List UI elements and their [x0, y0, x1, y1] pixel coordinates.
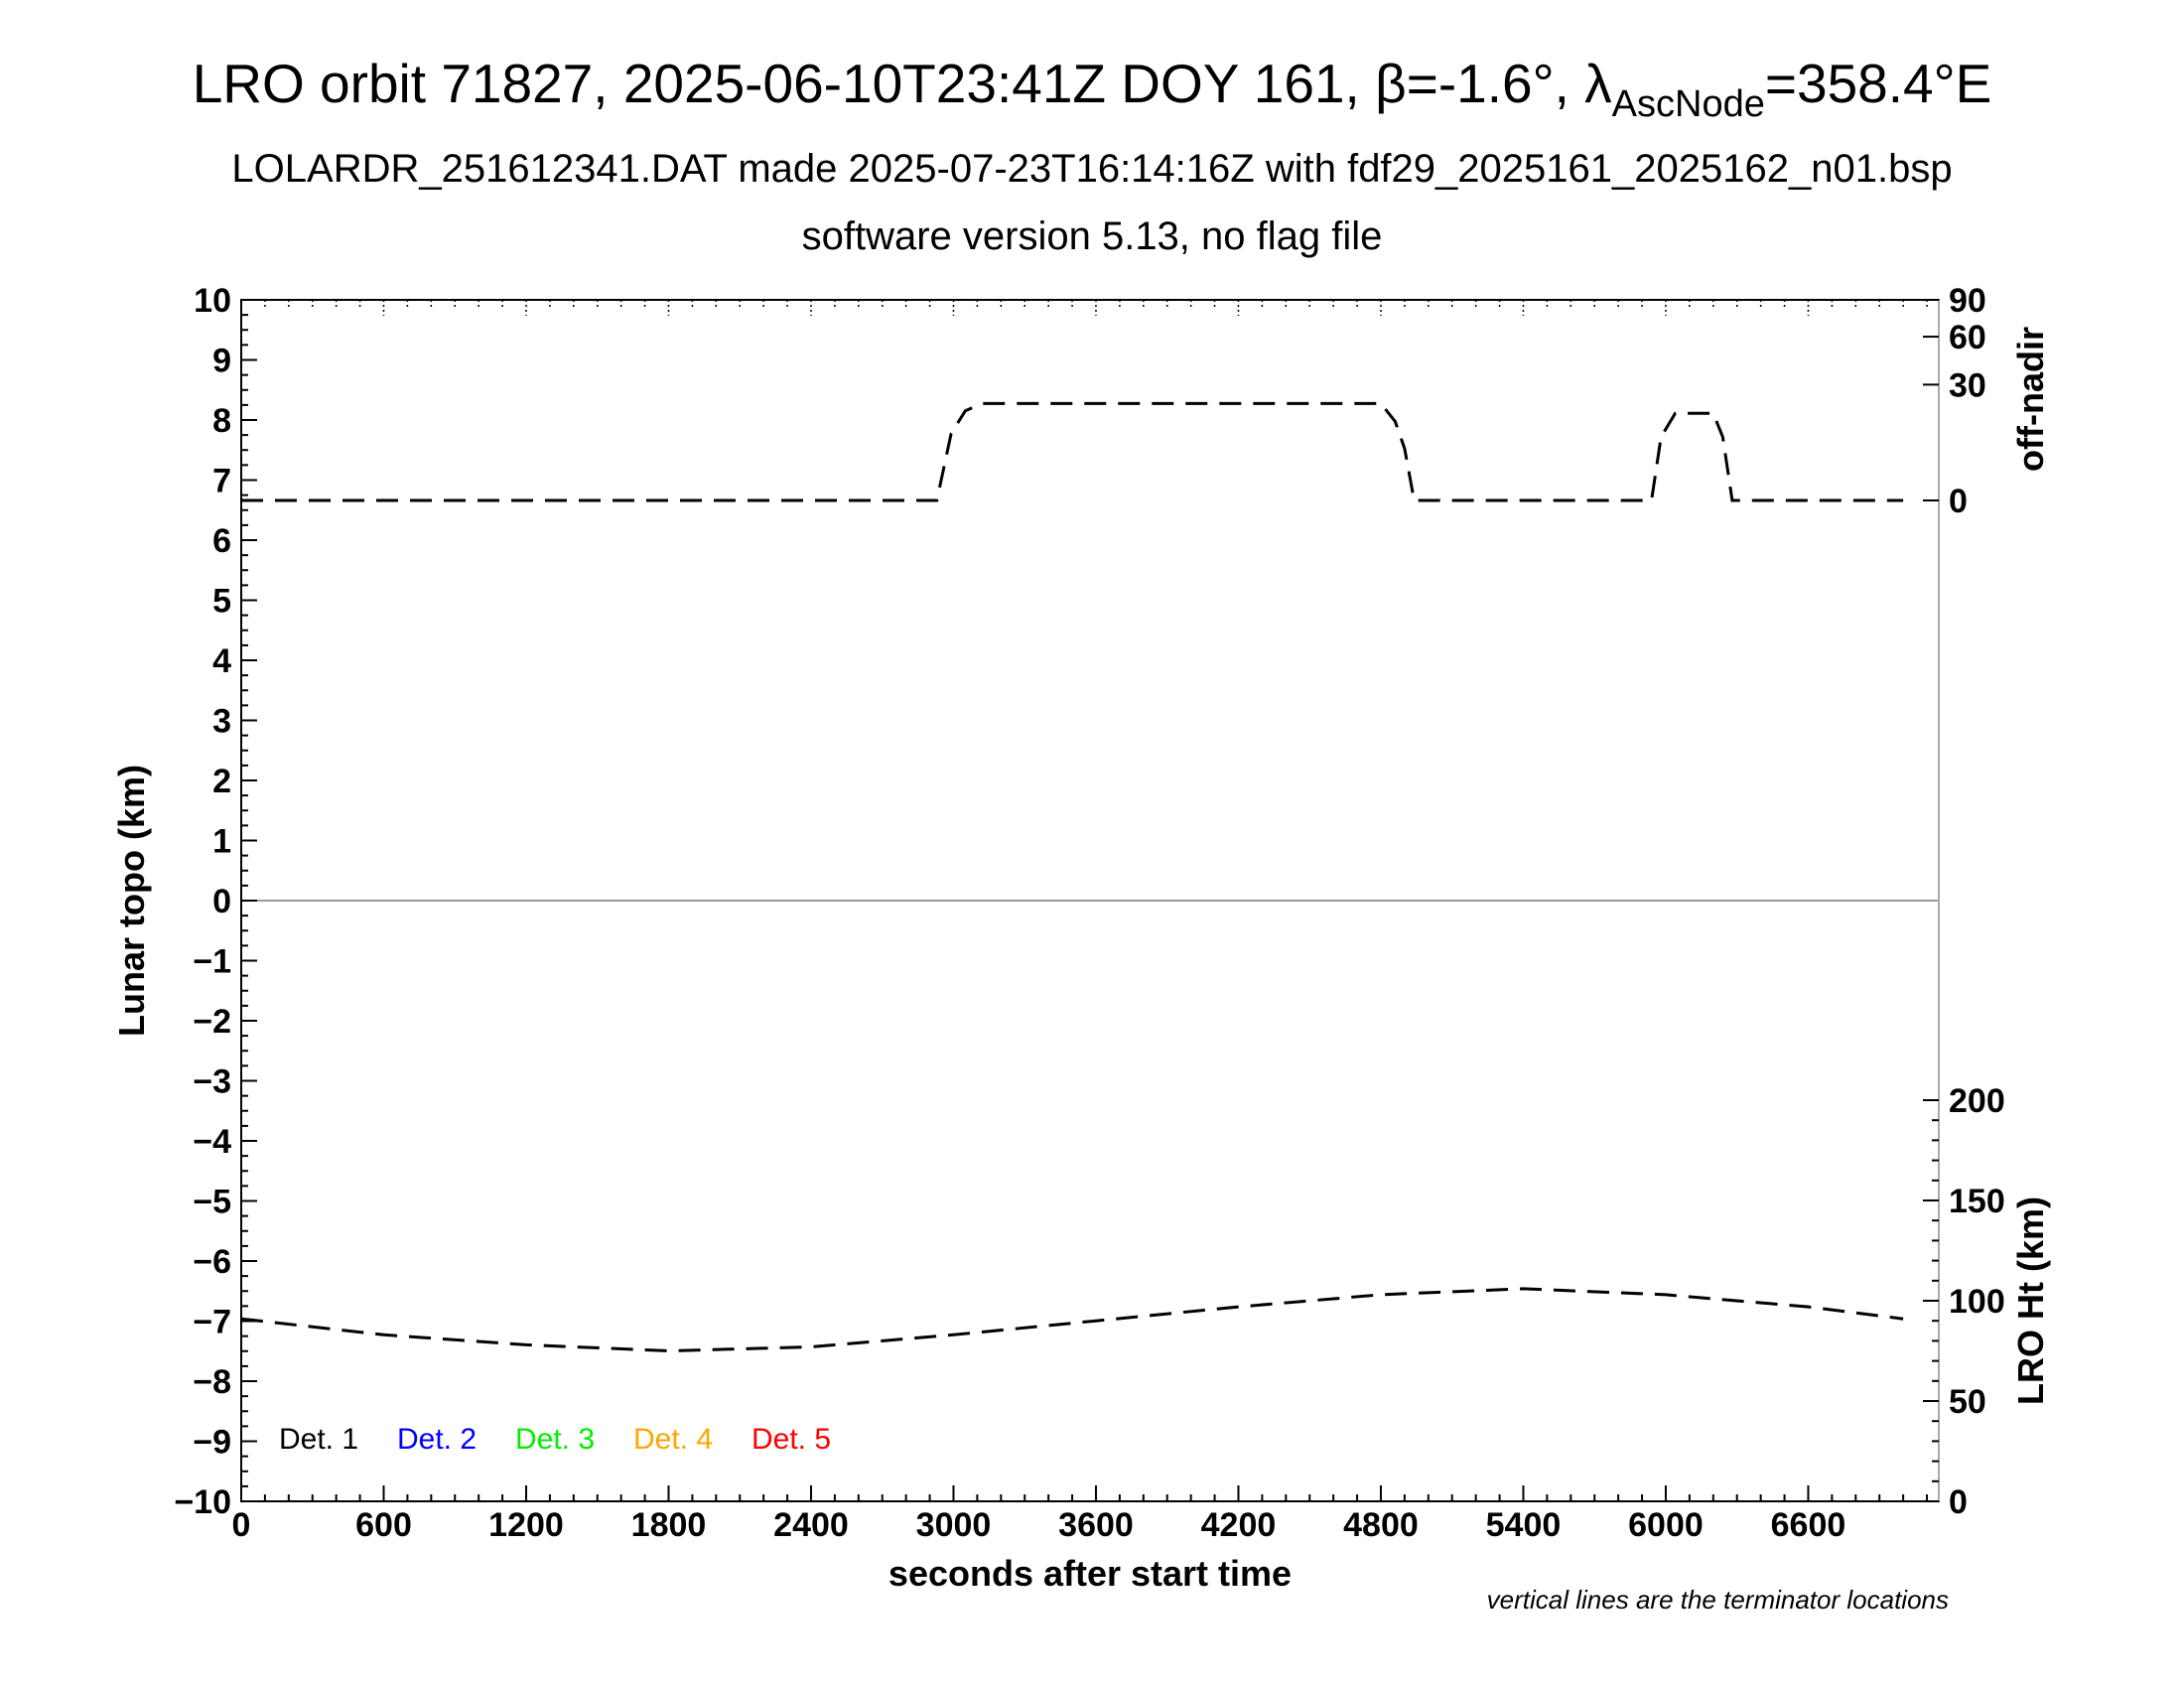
y-tick-label: 6: [212, 522, 231, 560]
height-tick-label: 0: [1949, 1483, 1968, 1521]
y-tick-label: 0: [212, 883, 231, 920]
x-tick-label: 3600: [1058, 1506, 1134, 1544]
terminator-note: vertical lines are the terminator locati…: [1487, 1585, 1949, 1615]
chart-title: LRO orbit 71827, 2025-06-10T23:41Z DOY 1…: [0, 52, 2184, 126]
y-tick-label: 1: [212, 823, 231, 861]
y-tick-label: −8: [193, 1363, 231, 1401]
x-tick-label: 600: [355, 1506, 412, 1544]
x-tick-label: 1200: [488, 1506, 564, 1544]
nadir-tick-label: 90: [1949, 282, 1986, 320]
nadir-tick-label: 30: [1949, 366, 1986, 404]
x-tick-label: 2400: [773, 1506, 849, 1544]
x-tick-label: 6600: [1771, 1506, 1846, 1544]
y-tick-label: −5: [193, 1184, 231, 1221]
y-tick-label: −7: [193, 1304, 231, 1341]
legend-entry-det-4: Det. 4: [633, 1423, 713, 1456]
x-tick-label: 1800: [631, 1506, 707, 1544]
y-tick-label: −6: [193, 1243, 231, 1281]
x-tick-label: 4200: [1201, 1506, 1277, 1544]
y-tick-label: −2: [193, 1003, 231, 1041]
y-tick-label: 4: [212, 642, 231, 680]
chart-title-prefix: LRO orbit 71827, 2025-06-10T23:41Z DOY 1…: [192, 53, 1612, 114]
y-axis-label-left: Lunar topo (km): [111, 765, 152, 1037]
y-axis-label-right-top: off-nadir: [2010, 327, 2051, 472]
y-tick-label: 5: [212, 583, 231, 621]
y-tick-label: −3: [193, 1063, 231, 1101]
y-tick-label: 2: [212, 763, 231, 800]
y-tick-label: −1: [193, 943, 231, 981]
y-tick-label: −10: [174, 1483, 231, 1521]
height-tick-label: 100: [1949, 1283, 2005, 1321]
y-tick-label: 9: [212, 343, 231, 380]
chart-title-subscript: AscNode: [1611, 83, 1765, 125]
y-tick-label: −9: [193, 1424, 231, 1462]
y-tick-label: 3: [212, 703, 231, 741]
x-axis-label: seconds after start time: [888, 1553, 1292, 1594]
legend-entry-det-1: Det. 1: [279, 1423, 358, 1456]
nadir-tick-label: 60: [1949, 319, 1986, 356]
legend-entry-det-2: Det. 2: [397, 1423, 477, 1456]
off-nadir-series-line: [241, 401, 1904, 502]
height-tick-label: 200: [1949, 1082, 2005, 1120]
height-tick-label: 50: [1949, 1383, 1986, 1421]
legend-entry-det-3: Det. 3: [515, 1423, 595, 1456]
legend-entry-det-5: Det. 5: [751, 1423, 831, 1456]
x-tick-label: 4800: [1343, 1506, 1419, 1544]
y-tick-label: 8: [212, 402, 231, 440]
y-tick-label: 10: [194, 282, 231, 320]
x-tick-label: 3000: [916, 1506, 992, 1544]
chart-title-suffix: =358.4°E: [1764, 53, 1992, 114]
x-tick-label: 5400: [1486, 1506, 1562, 1544]
x-tick-label: 0: [232, 1506, 251, 1544]
height-tick-label: 150: [1949, 1183, 2005, 1220]
y-axis-label-right-bottom: LRO Ht (km): [2010, 1196, 2051, 1405]
nadir-tick-label: 0: [1949, 483, 1968, 520]
y-tick-label: −4: [193, 1123, 231, 1161]
chart-subtitle: LOLARDR_251612341.DAT made 2025-07-23T16…: [231, 147, 1953, 191]
lro-height-series-line: [240, 1287, 1904, 1353]
y-tick-label: 7: [212, 463, 231, 500]
chart-subtitle-2: software version 5.13, no flag file: [801, 214, 1383, 258]
x-tick-label: 6000: [1628, 1506, 1704, 1544]
